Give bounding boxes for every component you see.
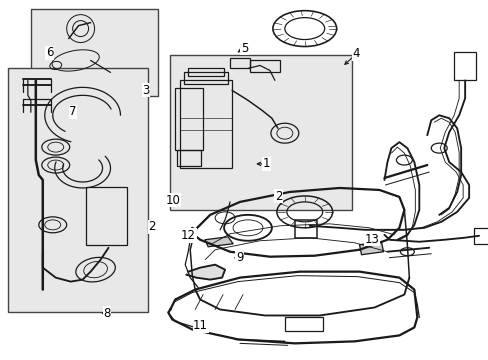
Text: 3: 3: [142, 84, 149, 97]
Bar: [453, 53, 475, 80]
Text: 4: 4: [352, 47, 360, 60]
Bar: [473, 228, 488, 244]
Bar: [170, 55, 351, 210]
Polygon shape: [205, 237, 233, 247]
Bar: [294, 220, 316, 238]
Text: 5: 5: [240, 42, 248, 55]
Bar: [285, 318, 322, 332]
Bar: [229, 58, 249, 68]
Text: 13: 13: [364, 233, 379, 246]
Text: 1: 1: [262, 157, 269, 170]
Bar: [249, 60, 279, 72]
Text: 12: 12: [181, 229, 196, 242]
Text: 10: 10: [165, 194, 180, 207]
Bar: [184, 72, 227, 84]
Polygon shape: [359, 242, 383, 255]
Bar: [177, 150, 201, 166]
Text: 11: 11: [193, 319, 208, 332]
Bar: [188, 68, 224, 76]
Text: 2: 2: [148, 220, 155, 233]
Text: 8: 8: [103, 307, 111, 320]
Text: 9: 9: [235, 251, 243, 264]
Text: 2: 2: [274, 190, 282, 203]
Bar: [8, 68, 148, 312]
Text: 6: 6: [46, 46, 53, 59]
Polygon shape: [186, 265, 224, 280]
Bar: [180, 80, 232, 168]
Text: 7: 7: [69, 105, 77, 118]
Bar: [85, 187, 127, 245]
Bar: [175, 88, 203, 150]
Bar: [31, 9, 158, 96]
